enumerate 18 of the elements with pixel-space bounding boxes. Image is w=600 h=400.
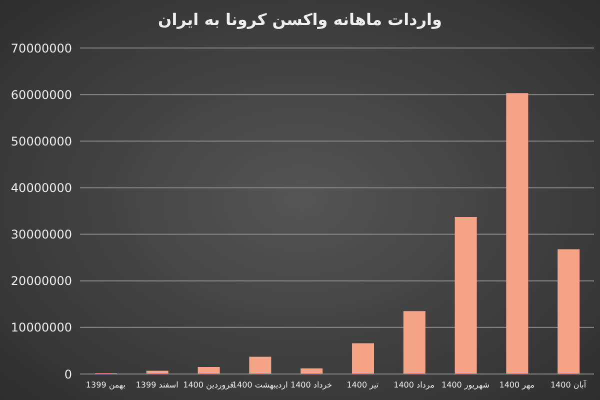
chart-title: واردات ماهانه واکسن کرونا به ایران <box>157 9 443 31</box>
x-tick-label: شهریور 1400 <box>442 380 490 390</box>
y-tick-label: 70000000 <box>10 41 72 56</box>
x-tick-label: اسفند 1399 <box>136 380 178 390</box>
y-tick-label: 60000000 <box>10 88 72 102</box>
x-tick-label: فروردین 1400 <box>183 380 234 390</box>
x-tick-label: خرداد 1400 <box>290 380 332 390</box>
x-tick-label: تیر 1400 <box>346 380 379 390</box>
y-tick-label: 10000000 <box>10 320 72 335</box>
x-tick-label: مهر 1400 <box>499 380 535 390</box>
x-tick-label: مرداد 1400 <box>394 380 435 390</box>
y-tick-label: 0 <box>64 367 72 382</box>
x-tick-label: بهمن 1399 <box>86 380 126 390</box>
y-tick-label: 20000000 <box>10 274 72 288</box>
y-tick-label: 30000000 <box>10 228 72 242</box>
y-tick-label: 50000000 <box>10 134 72 148</box>
y-tick-label: 40000000 <box>10 180 72 195</box>
x-tick-label: آبان 1400 <box>550 380 587 390</box>
